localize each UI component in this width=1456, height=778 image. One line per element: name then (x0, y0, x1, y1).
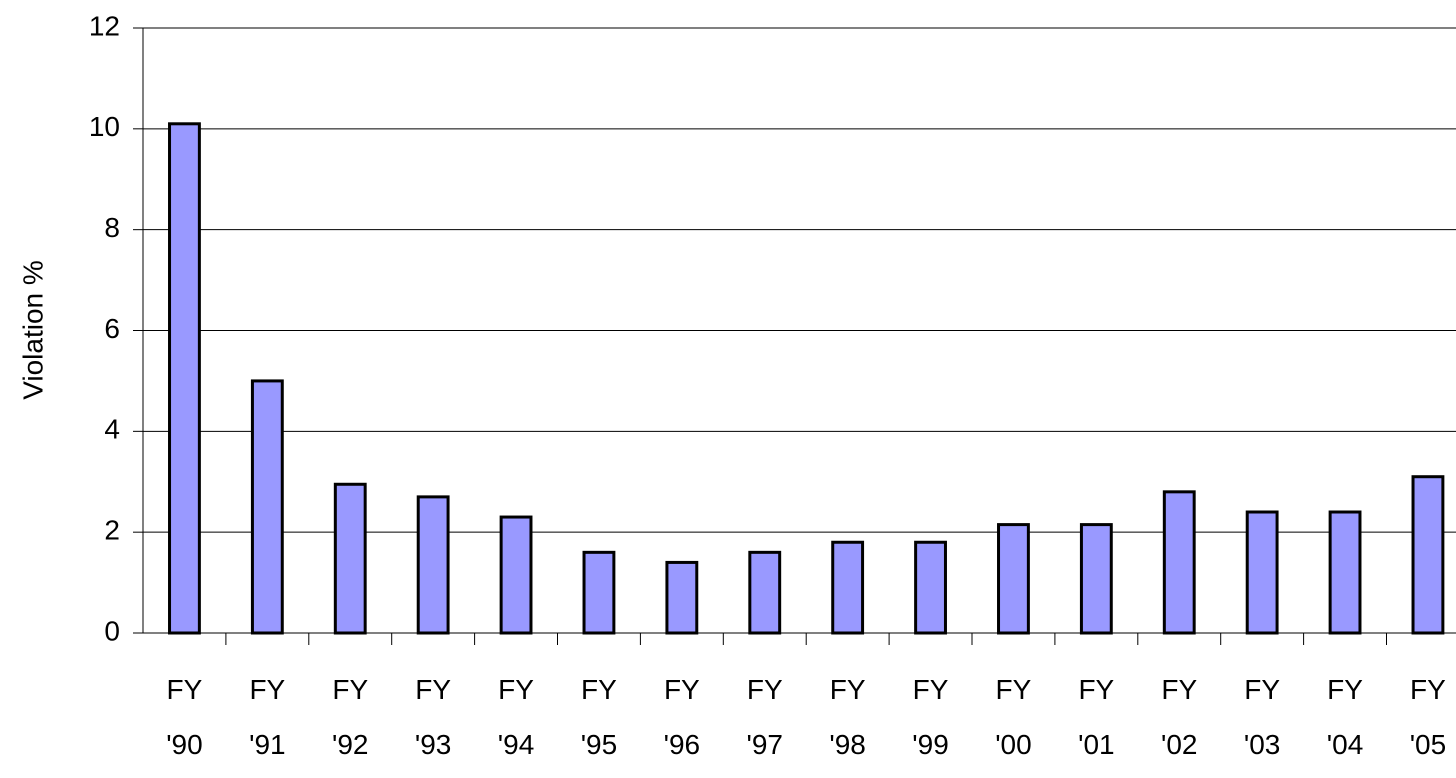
x-tick-label: FY '02 (1161, 674, 1198, 760)
x-tick-label: FY '00 (995, 674, 1032, 760)
x-tick-label: FY '95 (581, 674, 618, 760)
y-tick-label: 10 (89, 111, 120, 142)
y-tick-label: 12 (89, 10, 120, 41)
bar (914, 540, 947, 635)
bar (416, 495, 450, 635)
bar (748, 550, 782, 635)
bar (831, 540, 865, 635)
bar (997, 523, 1030, 635)
x-tick-label: FY '92 (332, 674, 369, 760)
x-tick-label: FY '90 (166, 674, 203, 760)
x-tick-label: FY '94 (498, 674, 535, 760)
bar (168, 122, 201, 635)
x-tick-label: FY '97 (747, 674, 784, 760)
bar (582, 550, 616, 635)
bar (665, 560, 699, 635)
y-tick-label: 0 (104, 615, 120, 646)
x-tick-label: FY '04 (1327, 674, 1364, 760)
bar (1411, 475, 1445, 635)
bar (1328, 510, 1362, 635)
y-tick-label: 6 (104, 313, 120, 344)
y-axis-label: Violation % (17, 260, 48, 400)
y-tick-label: 2 (104, 515, 120, 546)
y-tick-label: 8 (104, 212, 120, 243)
bar (1245, 510, 1279, 635)
x-tick-label: FY '93 (415, 674, 452, 760)
x-tick-label: FY '01 (1078, 674, 1115, 760)
x-tick-label: FY '91 (249, 674, 286, 760)
bar (333, 482, 367, 635)
bar (1079, 523, 1113, 635)
x-tick-label: FY '03 (1244, 674, 1281, 760)
bar (250, 379, 284, 635)
x-tick-label: FY '05 (1410, 674, 1447, 760)
bar (1162, 490, 1196, 635)
y-tick-label: 4 (104, 414, 120, 445)
bar (499, 515, 533, 635)
x-tick-label: FY '96 (664, 674, 701, 760)
x-tick-label: FY '99 (912, 674, 949, 760)
x-tick-label: FY '98 (829, 674, 866, 760)
